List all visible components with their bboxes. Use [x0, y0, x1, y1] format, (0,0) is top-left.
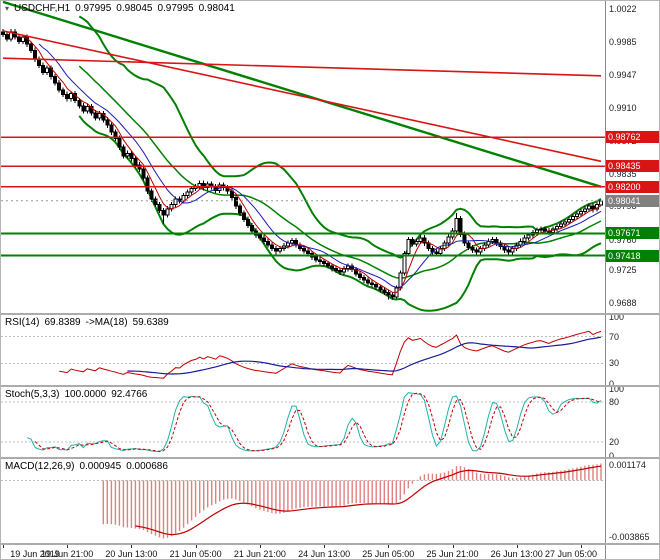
time-label: 25 Jun 21:00 — [426, 549, 479, 559]
price-scale-axis[interactable]: 1.00220.99850.99470.99100.98720.98350.97… — [605, 1, 659, 559]
stoch-scale-label: 0 — [609, 450, 615, 461]
rsi-line — [59, 330, 602, 379]
resistance-price-badge: 0.98200 — [606, 180, 659, 193]
stoch-scale-label: 20 — [609, 437, 620, 448]
panel-separator[interactable] — [1, 543, 659, 545]
rsi-panel-canvas[interactable] — [1, 315, 605, 385]
price-tick-label: 0.9947 — [609, 70, 637, 80]
time-label: 25 Jun 05:00 — [362, 549, 415, 559]
time-label: 19 Jun 21:00 — [41, 549, 94, 559]
time-tick — [516, 545, 518, 548]
panel-separator[interactable] — [1, 385, 659, 387]
time-label: 21 Jun 05:00 — [169, 549, 222, 559]
support-price-badge: 0.97671 — [606, 227, 659, 240]
quote-close: 0.98041 — [198, 3, 235, 14]
time-label: 19 Jun 2019 — [10, 549, 60, 559]
macd-name: MACD(12,26,9) — [5, 461, 75, 472]
time-tick — [131, 545, 133, 548]
bollinger-middle-band — [78, 65, 602, 280]
red-descending-trendline[interactable] — [2, 30, 602, 163]
rsi-scale-label: 0 — [609, 378, 615, 389]
red-upper-trendline[interactable] — [2, 57, 602, 77]
price-tick-label: 0.9985 — [609, 36, 637, 47]
time-label: 26 Jun 13:00 — [490, 549, 543, 559]
ma-fast-line — [19, 36, 602, 294]
symbol-period-label: USDCHF,H1 — [14, 3, 71, 14]
stoch-d-line — [34, 392, 602, 452]
time-tick — [388, 545, 390, 548]
rsi-indicator-label: RSI(14) 69.8389 ->MA(18) 59.6389 — [5, 317, 169, 328]
rsi-scale-label: 70 — [609, 331, 620, 342]
stoch-scale-label: 80 — [609, 396, 620, 407]
price-tick-label: 0.9725 — [609, 265, 637, 276]
macd-signal-value: 0.000686 — [126, 461, 168, 472]
rsi-ma-line — [127, 336, 602, 375]
resistance-price-badge: 0.98435 — [606, 160, 659, 173]
green-descending-trendline[interactable] — [2, 1, 602, 188]
time-tick — [3, 545, 4, 548]
chart-header: ▾ USDCHF,H1 0.97995 0.98045 0.97995 0.98… — [5, 3, 235, 14]
rsi-scale-label: 100 — [609, 311, 625, 322]
quote-open: 0.97995 — [75, 3, 112, 14]
time-label: 24 Jun 13:00 — [298, 549, 351, 559]
support-price-badge: 0.97418 — [606, 249, 659, 262]
panel-separator[interactable] — [1, 313, 659, 315]
stoch-signal-value: 92.4766 — [111, 389, 148, 400]
time-axis[interactable]: 19 Jun 2019 19 Jun 21:00 20 Jun 13:00 21 Ju… — [1, 545, 605, 559]
stoch-name: Stoch(5,3,3) — [5, 389, 60, 400]
resistance-price-badge: 0.98762 — [606, 131, 659, 144]
price-tick-label: 0.9835 — [609, 168, 637, 179]
quote-low: 0.97995 — [157, 3, 194, 14]
stochastic-indicator-label: Stoch(5,3,3) 100.0000 92.4766 — [5, 389, 147, 400]
macd-min-label: -0.003865 — [609, 532, 650, 542]
symbol-dropdown-icon[interactable]: ▾ — [5, 4, 10, 13]
time-tick — [259, 545, 261, 548]
macd-value: 0.000945 — [79, 461, 122, 472]
time-tick — [324, 545, 326, 548]
stoch-scale-label: 100 — [609, 383, 625, 394]
macd-max-label: 0.001174 — [609, 460, 646, 470]
rsi-name: RSI(14) — [5, 317, 40, 328]
price-tick-label: 0.9688 — [609, 298, 637, 308]
rsi-ma-value: 59.6389 — [132, 317, 169, 328]
rsi-value: 69.8389 — [44, 317, 81, 328]
macd-indicator-label: MACD(12,26,9) 0.000945 0.000686 — [5, 461, 168, 472]
candlesticks — [1, 29, 603, 300]
time-tick — [452, 545, 454, 548]
rsi-scale-label: 30 — [609, 358, 620, 369]
price-tick-label: 0.9910 — [609, 102, 637, 113]
time-tick — [580, 545, 582, 548]
time-tick — [67, 545, 69, 548]
macd-panel-canvas[interactable] — [1, 459, 605, 543]
panel-separator[interactable] — [1, 457, 659, 459]
stoch-k-line — [26, 392, 602, 453]
current-price-badge: 0.98041 — [606, 194, 659, 207]
time-label: 21 Jun 21:00 — [233, 549, 286, 559]
stoch-value: 100.0000 — [64, 389, 107, 400]
time-label: 27 Jun 05:00 — [544, 549, 598, 559]
price-tick-label: 1.0022 — [609, 3, 637, 14]
time-label: 20 Jun 13:00 — [105, 549, 158, 559]
main-price-chart-canvas[interactable] — [1, 1, 605, 313]
macd-signal-line — [135, 465, 602, 536]
quote-high: 0.98045 — [116, 3, 153, 14]
macd-histogram — [102, 463, 602, 539]
rsi-ma-name: ->MA(18) — [85, 317, 128, 328]
price-tick-label: 0.9760 — [609, 234, 637, 245]
stochastic-panel-canvas[interactable] — [1, 387, 605, 457]
time-tick — [195, 545, 197, 548]
